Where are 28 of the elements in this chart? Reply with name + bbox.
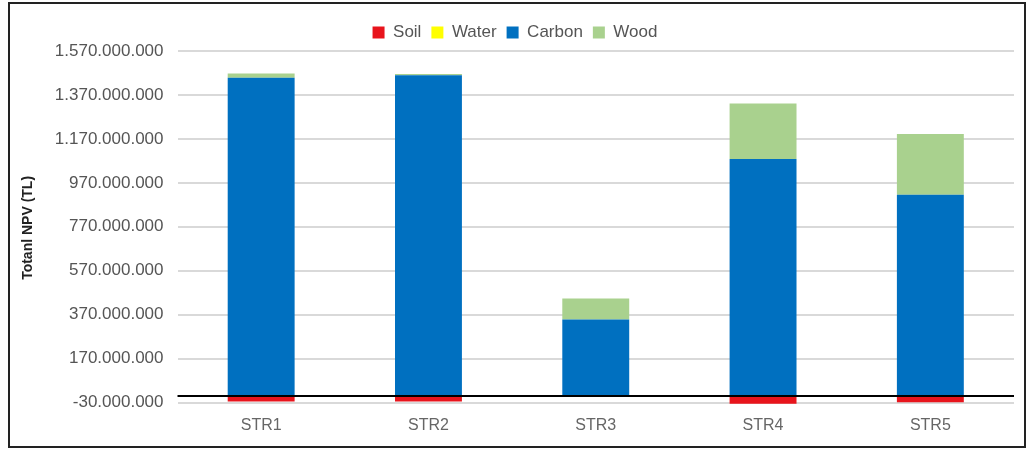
y-axis-title: Totanl NPV (TL) xyxy=(19,175,36,280)
x-tick-label: STR5 xyxy=(909,415,951,433)
bar xyxy=(227,77,295,397)
y-tick-label: 370.000.000 xyxy=(68,304,164,324)
bar xyxy=(896,194,964,397)
bar xyxy=(729,103,797,159)
bar xyxy=(562,298,630,320)
legend-label: Water xyxy=(451,22,497,42)
y-tick-label: 1.170.000.000 xyxy=(54,128,164,148)
x-tick-label: STR1 xyxy=(240,415,282,433)
x-tick-label: STR2 xyxy=(408,415,450,433)
y-tick-label: 570.000.000 xyxy=(68,260,164,280)
x-tick-label: STR4 xyxy=(742,415,784,433)
bar xyxy=(227,73,295,78)
y-tick-label: 970.000.000 xyxy=(68,172,164,192)
y-tick-label: 170.000.000 xyxy=(68,348,164,368)
legend-label: Wood xyxy=(613,22,658,42)
bar xyxy=(729,158,797,397)
bar xyxy=(896,134,964,195)
y-tick-label: 770.000.000 xyxy=(68,216,164,236)
y-tick-label: 1.370.000.000 xyxy=(54,84,164,104)
legend-label: Soil xyxy=(393,22,422,42)
y-tick-label: -30.000.000 xyxy=(72,392,164,412)
legend-label: Carbon xyxy=(527,22,583,42)
y-tick-label: 1.570.000.000 xyxy=(54,40,164,60)
x-tick-label: STR3 xyxy=(575,415,617,433)
bar xyxy=(395,75,462,397)
bar xyxy=(562,319,630,397)
